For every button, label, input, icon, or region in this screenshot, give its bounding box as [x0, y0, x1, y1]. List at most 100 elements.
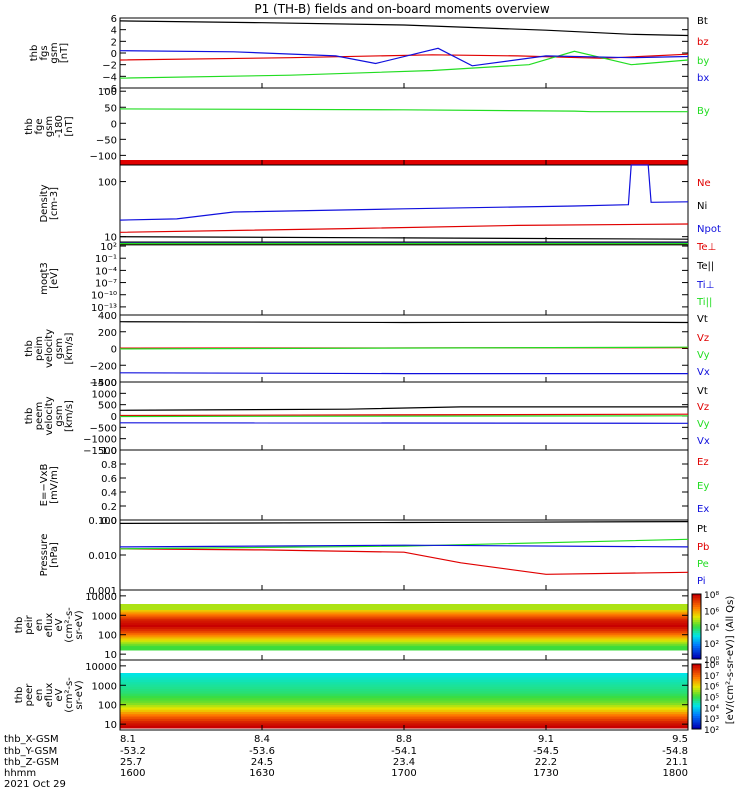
peer-ylabel: thb peer en eflux eV (cm²-s-sr-eV): [14, 677, 85, 713]
colorbar-0-segment: [692, 639, 701, 643]
peer-ylabel-line: peer: [24, 683, 35, 707]
footer-value: 9.1: [538, 734, 554, 745]
peir-band: [120, 634, 688, 638]
colorbar-0-segment: [692, 611, 701, 614]
peer-tick-label: 10: [104, 720, 117, 731]
colorbar-1-segment: [692, 681, 701, 684]
peer-band: [120, 675, 688, 679]
footer-value: 1700: [391, 768, 416, 779]
peim-series-3: [119, 372, 688, 375]
colorbar-0-segment: [692, 656, 701, 660]
peir-ylabel-line: (cm²-s-: [64, 607, 75, 643]
footer-value: 1730: [533, 768, 558, 779]
peer-band: [120, 689, 688, 692]
pressure-series-3: [119, 544, 689, 548]
fgs-series-2: [119, 50, 689, 79]
peem-ylabel-line: [km/s]: [64, 400, 75, 432]
peer-band: [120, 677, 688, 681]
efield-tick-label: 1.0: [101, 446, 117, 457]
peer-band: [120, 721, 688, 724]
colorbar-1-tick-label: 10⁸: [704, 661, 719, 671]
efield-legend-2: Ex: [697, 504, 709, 515]
colorbar-0-segment: [692, 652, 701, 656]
density-tick-label: 10: [104, 233, 117, 244]
peem-ylabel-line: peem: [34, 402, 45, 430]
peim-ylabel-line: gsm: [54, 338, 65, 359]
fgs-legend-1: bz: [697, 37, 709, 48]
pressure-panel-frame: [119, 519, 689, 591]
density-legend-0: Ne: [697, 178, 711, 189]
peir-band: [120, 648, 688, 651]
moqt-tick-label: 10⁻¹: [95, 254, 117, 265]
colorbar-1-segment: [692, 679, 701, 682]
peem-legend-2: Vy: [697, 419, 710, 430]
pressure-legend-2: Pe: [697, 559, 709, 570]
pressure-series-2: [119, 538, 689, 550]
peer-band: [120, 686, 688, 690]
peir-tick-label: 100: [98, 631, 117, 642]
peer-tick-label: 1000: [92, 681, 117, 692]
peim-legend-1: Vz: [697, 333, 709, 344]
colorbar-0-segment: [692, 641, 701, 645]
moqt-legend-0: Te⊥: [696, 242, 716, 253]
colorbar-1-segment: [692, 713, 701, 717]
peim-legend-2: Vy: [697, 350, 710, 361]
peir-ylabel: thb peir en eflux eV (cm²-s-sr-eV): [14, 607, 85, 643]
peir-band: [120, 630, 688, 634]
colorbar-0-segment: [692, 594, 701, 597]
peir-ylabel-line: thb: [14, 617, 25, 634]
colorbar-0-tick-label: 10⁸: [704, 591, 719, 601]
efield-tick-label: 0.6: [101, 474, 117, 485]
colorbar-0-segment: [692, 598, 701, 601]
colorbar-0-segment: [692, 607, 701, 610]
peim-ylabel-line: velocity: [44, 329, 55, 368]
pressure-legend-3: Pi: [697, 576, 706, 587]
peer-band: [120, 695, 688, 699]
fge-tick-label: −50: [96, 135, 117, 146]
fgs-tick-label: −6: [102, 84, 117, 95]
efield-panel-frame: [119, 449, 689, 521]
peir-band: [120, 617, 688, 620]
fgs-tick-label: −2: [102, 61, 117, 72]
efield-legend-1: Ey: [697, 481, 709, 492]
colorbar-1-segment: [692, 703, 701, 706]
fgs-tick-label: 2: [111, 37, 117, 48]
colorbar-1-tick-label: 10⁵: [704, 694, 719, 704]
peem-ylabel-line: gsm: [54, 405, 65, 426]
peer-band: [120, 723, 688, 727]
peir-band: [120, 640, 688, 643]
peir-tick-label: 10000: [85, 592, 117, 603]
fgs-ylabel-line: [nT]: [59, 43, 70, 63]
peer-ylabel-line: (cm²-s-: [64, 677, 75, 713]
colorbar-1-segment: [692, 670, 701, 674]
colorbar-1-segment: [692, 726, 701, 730]
efield-tick-label: 0.0: [101, 516, 117, 527]
peer-band: [120, 711, 688, 715]
peim-tick-label: −400: [90, 378, 117, 389]
peem-tick-label: −500: [90, 423, 117, 434]
peer-tick-label: 100: [98, 701, 117, 712]
peir-band: [120, 611, 688, 615]
peir-ylabel-line: en: [34, 619, 45, 632]
pressure-legend-1: Pb: [697, 542, 709, 553]
density-series-0: [119, 223, 689, 233]
footer-value: -53.2: [120, 746, 146, 757]
peir-band: [120, 615, 688, 618]
colorbar-1-segment: [692, 672, 701, 676]
colorbar-0-segment: [692, 654, 701, 658]
peer-band: [120, 684, 688, 688]
peem-ylabel: thb peem velocity gsm [km/s]: [24, 396, 75, 435]
colorbar-1-segment: [692, 724, 701, 728]
fgs-series-3: [119, 47, 689, 67]
peim-series-2: [119, 346, 689, 350]
peer-ylabel-line: en: [34, 689, 45, 702]
peem-ylabel-line: velocity: [44, 396, 55, 435]
colorbar-1-segment: [692, 707, 701, 710]
moqt-tick-label: 10²: [100, 242, 117, 253]
peir-band: [120, 621, 688, 624]
peem-tick-label: 1500: [92, 378, 117, 389]
peer-ylabel-line: sr-eV): [74, 680, 85, 709]
peim-tick-label: 200: [98, 328, 117, 339]
